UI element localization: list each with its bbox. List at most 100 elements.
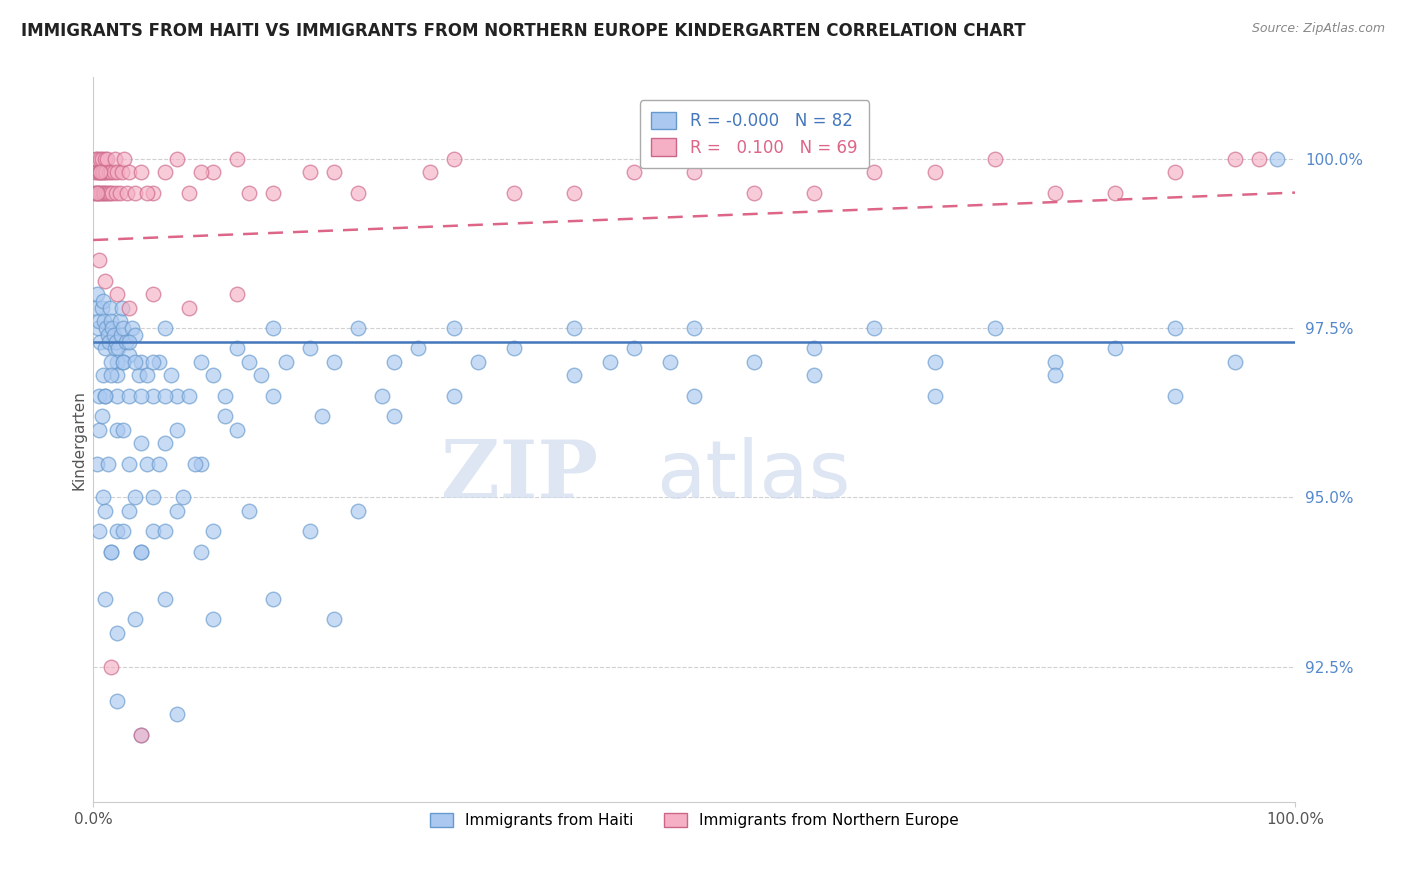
Point [97,186,120,200]
Point [89,253,111,268]
Point [104,152,127,166]
Point [89,165,111,179]
Point [298,342,321,356]
Point [90,186,112,200]
Point [382,355,405,369]
Point [142,524,165,539]
Point [382,409,405,424]
Point [983,152,1005,166]
Point [98,301,121,315]
Point [1043,186,1066,200]
Point [1043,368,1066,383]
Point [155,592,177,607]
Point [1164,165,1187,179]
Point [84,186,107,200]
Point [124,612,146,626]
Point [89,314,111,328]
Point [100,544,122,558]
Point [91,152,114,166]
Point [105,389,128,403]
Point [129,727,152,741]
Point [86,186,108,200]
Point [91,368,114,383]
Point [155,436,177,450]
Point [202,612,225,626]
Point [118,389,141,403]
Point [89,334,111,349]
Point [90,301,112,315]
Point [562,368,585,383]
Point [105,355,128,369]
Point [263,321,285,335]
Point [96,321,118,335]
Point [346,504,368,518]
Point [155,321,177,335]
Point [659,355,682,369]
Point [142,355,165,369]
Point [742,355,765,369]
Point [160,368,183,383]
Point [94,186,117,200]
Point [202,165,225,179]
Point [166,389,188,403]
Point [184,457,207,471]
Point [100,355,122,369]
Point [419,165,441,179]
Point [129,389,152,403]
Point [136,368,159,383]
Point [105,334,128,349]
Point [87,165,110,179]
Point [1249,152,1271,166]
Point [94,274,117,288]
Legend: Immigrants from Haiti, Immigrants from Northern Europe: Immigrants from Haiti, Immigrants from N… [423,807,965,835]
Point [202,368,225,383]
Point [562,186,585,200]
Point [803,186,825,200]
Point [166,423,188,437]
Point [346,321,368,335]
Point [1043,355,1066,369]
Point [115,186,138,200]
Point [94,389,117,403]
Point [924,355,946,369]
Point [94,504,117,518]
Point [226,423,249,437]
Point [322,612,344,626]
Point [94,389,117,403]
Point [298,165,321,179]
Point [202,524,225,539]
Point [84,301,107,315]
Point [100,368,122,383]
Point [111,165,134,179]
Point [129,544,152,558]
Point [128,368,150,383]
Point [443,389,465,403]
Point [190,165,212,179]
Point [142,287,165,301]
Point [105,186,128,200]
Point [263,592,285,607]
Point [105,423,128,437]
Point [87,321,110,335]
Point [105,287,128,301]
Point [97,327,120,342]
Point [94,592,117,607]
Point [93,165,115,179]
Point [467,355,489,369]
Point [100,660,122,674]
Point [84,152,107,166]
Point [322,355,344,369]
Point [136,457,159,471]
Point [98,186,121,200]
Point [562,321,585,335]
Point [108,314,131,328]
Point [112,524,135,539]
Point [443,152,465,166]
Point [238,355,260,369]
Point [100,314,122,328]
Point [91,186,114,200]
Point [94,152,117,166]
Point [118,504,141,518]
Point [100,544,122,558]
Point [226,152,249,166]
